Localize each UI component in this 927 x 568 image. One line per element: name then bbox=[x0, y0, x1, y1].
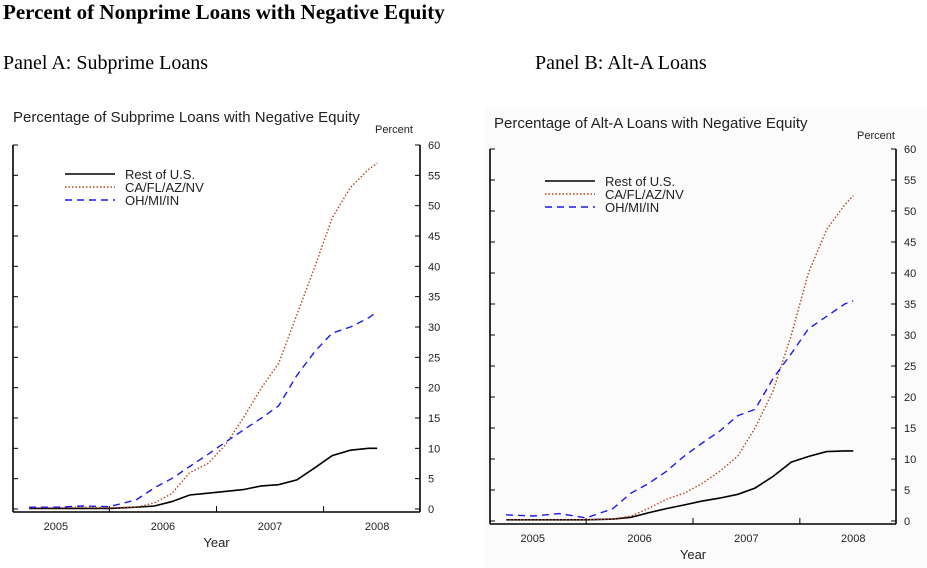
series-line-ca-fl-az-nv bbox=[506, 195, 854, 521]
x-tick-label: 2006 bbox=[627, 533, 651, 545]
y-tick-label: 35 bbox=[904, 299, 916, 311]
series-line-oh-mi-in bbox=[29, 311, 378, 508]
x-tick-label: 2008 bbox=[841, 533, 865, 545]
y-tick-label: 20 bbox=[428, 383, 440, 395]
y-tick-label: 50 bbox=[428, 201, 440, 213]
series-line-oh-mi-in bbox=[505, 300, 854, 519]
y-tick-label: 0 bbox=[904, 516, 910, 528]
y-tick-label: 20 bbox=[904, 392, 916, 404]
series-line-ca-fl-az-nv bbox=[29, 162, 378, 509]
y-tick-label: 60 bbox=[428, 140, 440, 152]
y-tick-label: 15 bbox=[428, 413, 440, 425]
legend-label: CA/FL/AZ/NV bbox=[605, 187, 684, 202]
x-tick-label: 2007 bbox=[258, 521, 282, 533]
y-tick-label: 50 bbox=[904, 206, 916, 218]
y-tick-label: 45 bbox=[904, 237, 916, 249]
legend-label: Rest of U.S. bbox=[125, 167, 195, 182]
y-tick-label: 30 bbox=[904, 330, 916, 342]
y-tick-label: 55 bbox=[904, 175, 916, 187]
legend-label: CA/FL/AZ/NV bbox=[125, 180, 204, 195]
y-tick-label: 5 bbox=[904, 485, 910, 497]
y-tick-label: 15 bbox=[904, 423, 916, 435]
chart-alt-a: Percentage of Alt-A Loans with Negative … bbox=[489, 115, 916, 562]
y-axis-label: Percent bbox=[857, 130, 895, 142]
legend-label: Rest of U.S. bbox=[605, 174, 675, 189]
y-tick-label: 25 bbox=[904, 361, 916, 373]
x-tick-label: 2008 bbox=[365, 521, 389, 533]
y-tick-label: 35 bbox=[428, 292, 440, 304]
panel-a-label: Panel A: Subprime Loans bbox=[3, 52, 208, 74]
legend-label: OH/MI/IN bbox=[605, 200, 659, 215]
y-tick-label: 55 bbox=[428, 170, 440, 182]
panel-b-background bbox=[484, 108, 927, 568]
y-axis-label: Percent bbox=[375, 124, 413, 136]
y-tick-label: 30 bbox=[428, 322, 440, 334]
x-tick-label: 2005 bbox=[44, 521, 68, 533]
x-tick-label: 2007 bbox=[734, 533, 758, 545]
y-tick-label: 5 bbox=[428, 474, 434, 486]
series-line-rest-of-u-s bbox=[29, 447, 378, 510]
series-line-rest-of-u-s bbox=[506, 450, 854, 521]
x-tick-label: 2005 bbox=[520, 533, 544, 545]
y-tick-label: 0 bbox=[428, 504, 434, 516]
chart-subprime: Percentage of Subprime Loans with Negati… bbox=[12, 109, 440, 550]
y-tick-label: 40 bbox=[904, 268, 916, 280]
x-axis-label: Year bbox=[203, 535, 230, 550]
page-title: Percent of Nonprime Loans with Negative … bbox=[3, 0, 445, 24]
x-tick-label: 2006 bbox=[151, 521, 175, 533]
chart-title: Percentage of Alt-A Loans with Negative … bbox=[494, 115, 808, 132]
x-axis-label: Year bbox=[680, 547, 707, 562]
y-tick-label: 25 bbox=[428, 352, 440, 364]
y-tick-label: 45 bbox=[428, 231, 440, 243]
y-tick-label: 40 bbox=[428, 261, 440, 273]
y-tick-label: 10 bbox=[428, 443, 440, 455]
y-tick-label: 60 bbox=[904, 144, 916, 156]
panel-b-label: Panel B: Alt-A Loans bbox=[535, 52, 707, 74]
legend-label: OH/MI/IN bbox=[125, 193, 179, 208]
chart-title: Percentage of Subprime Loans with Negati… bbox=[13, 109, 360, 126]
y-tick-label: 10 bbox=[904, 454, 916, 466]
